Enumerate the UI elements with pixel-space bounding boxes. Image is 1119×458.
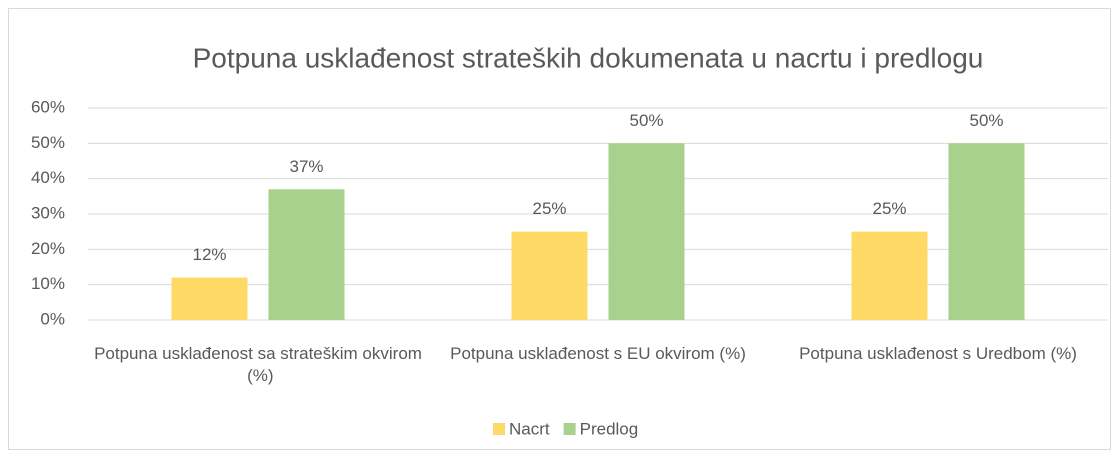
y-tick-label: 40% (31, 168, 65, 187)
bar (511, 231, 588, 320)
bar (948, 143, 1025, 320)
data-label: 50% (969, 111, 1003, 130)
chart-title: Potpuna usklađenost strateških dokumenat… (193, 42, 984, 73)
x-tick-label: Potpuna usklađenost s Uredbom (%) (799, 344, 1077, 363)
chart-border (8, 8, 1111, 450)
x-tick-label: Potpuna usklađenost sa strateškim okviro… (94, 344, 422, 385)
y-tick-label: 20% (31, 239, 65, 258)
data-label: 25% (532, 199, 566, 218)
legend-label: Predlog (580, 419, 639, 438)
legend-swatch (563, 423, 576, 435)
bar (171, 277, 248, 320)
y-tick-label: 10% (31, 274, 65, 293)
y-tick-label: 60% (31, 97, 65, 116)
bar (608, 143, 685, 320)
bar (268, 189, 345, 320)
legend-label: Nacrt (509, 419, 550, 438)
legend-swatch (493, 423, 505, 435)
data-label: 12% (192, 245, 226, 264)
bar (851, 231, 928, 320)
y-tick-label: 50% (31, 133, 65, 152)
y-tick-label: 30% (31, 203, 65, 222)
data-label: 37% (289, 157, 323, 176)
data-label: 50% (629, 111, 663, 130)
y-tick-label: 0% (40, 309, 65, 328)
data-label: 25% (872, 199, 906, 218)
x-tick-label: Potpuna usklađenost s EU okvirom (%) (450, 344, 746, 363)
